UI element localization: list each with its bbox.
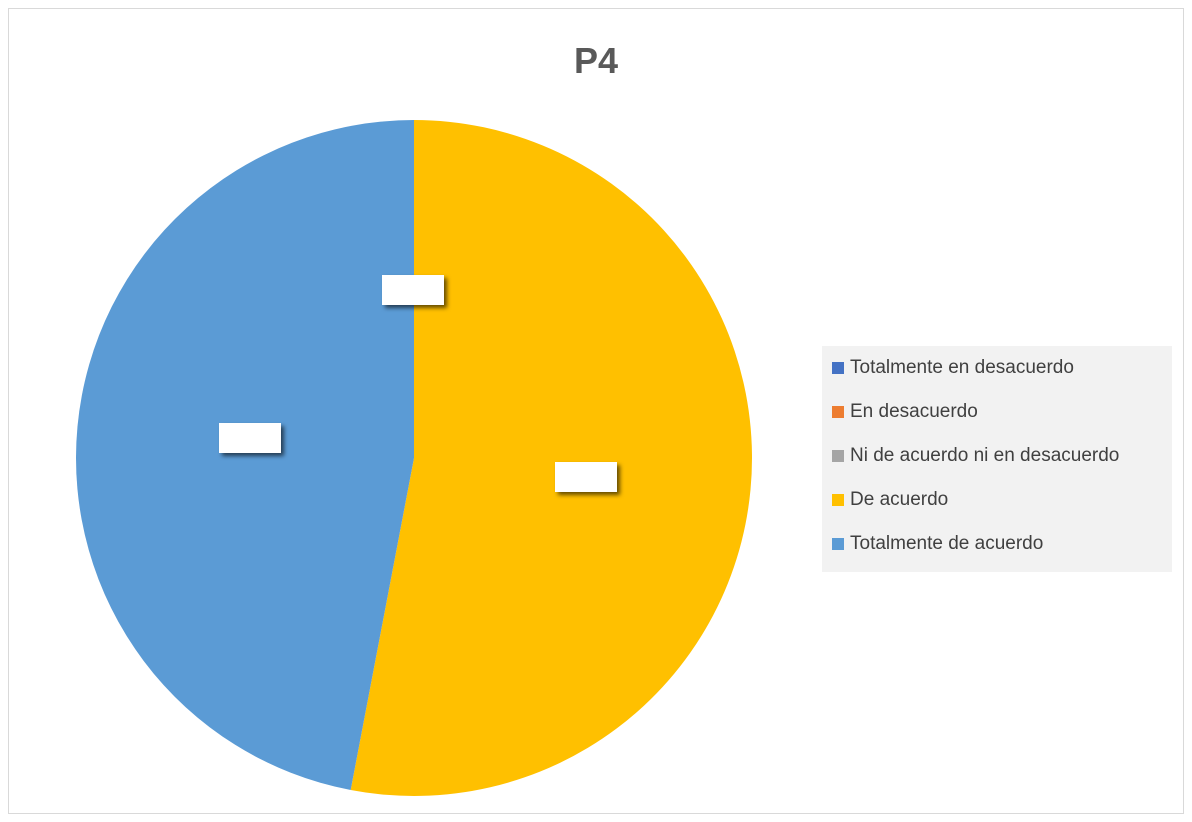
legend-item: En desacuerdo	[832, 400, 978, 424]
legend-swatch	[832, 494, 844, 506]
pie-slice-de-acuerdo	[350, 120, 753, 796]
legend-swatch	[832, 362, 844, 374]
legend-label: De acuerdo	[850, 489, 949, 510]
legend-swatch	[832, 538, 844, 550]
legend-label: Totalmente de acuerdo	[850, 533, 1044, 554]
legend-label: En desacuerdo	[850, 401, 978, 422]
legend-item: Totalmente de acuerdo	[832, 532, 1043, 556]
data-label	[219, 423, 281, 453]
legend-swatch	[832, 450, 844, 462]
legend-item: Totalmente en desacuerdo	[832, 356, 1074, 380]
legend-item: Ni de acuerdo ni en desacuerdo	[832, 444, 1119, 468]
legend: Totalmente en desacuerdo En desacuerdo Ni …	[822, 346, 1172, 572]
legend-label: Ni de acuerdo ni en desacuerdo	[850, 445, 1120, 466]
data-label	[555, 462, 617, 492]
data-label	[382, 275, 444, 305]
chart-title: P4	[573, 40, 619, 81]
legend-item: De acuerdo	[832, 488, 948, 512]
legend-swatch	[832, 406, 844, 418]
legend-label: Totalmente en desacuerdo	[850, 357, 1074, 378]
pie-slice-totalmente-de-acuerdo	[76, 120, 415, 791]
